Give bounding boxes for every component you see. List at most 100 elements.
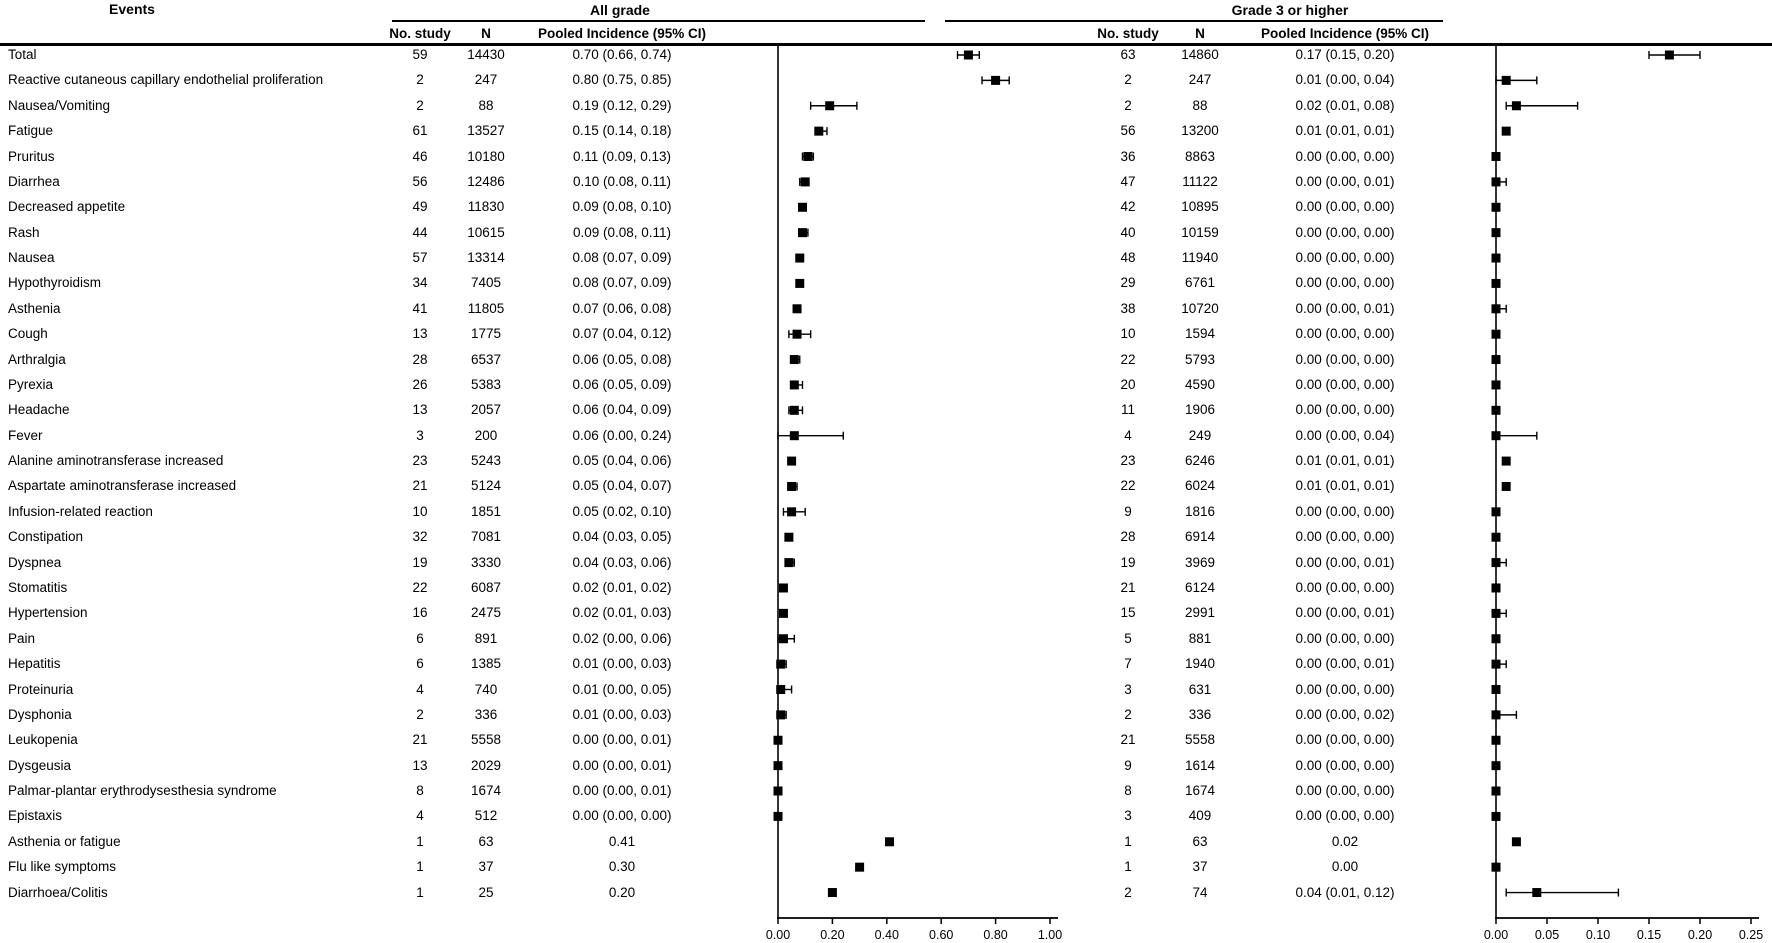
all-grade-n-cell: 5243 (470, 453, 502, 469)
all-grade-no-study-cell: 2 (416, 72, 424, 88)
event-name-cell: Diarrhoea/Colitis (8, 884, 108, 900)
events-column-header: Events (109, 1, 155, 17)
all-grade-no-study-cell: 13 (412, 402, 428, 418)
all-grade-no-study-cell: 32 (412, 529, 428, 545)
all-grade-no-study-cell: 56 (412, 173, 428, 189)
grade3-n-cell: 336 (1188, 706, 1212, 722)
all-grade-pooled-incidence-cell: 0.70 (0.66, 0.74) (572, 47, 672, 62)
all-grade-pooled-incidence-cell: 0.00 (0.00, 0.01) (572, 732, 672, 748)
table-row: Infusion-related reaction 10 1851 0.05 (0.0… (0, 503, 1772, 521)
forest-plot-all-grade-x-tick-label: 0.20 (820, 928, 844, 942)
table-row: Hypertension 16 2475 0.02 (0.01, 0.03) 15 299… (0, 604, 1772, 622)
grade3-n-cell: 13200 (1181, 123, 1219, 139)
all-grade-n-cell: 247 (474, 72, 498, 88)
forest-plot-grade3-point-marker (1491, 431, 1501, 441)
forest-plot-grade3-point-marker (1501, 481, 1511, 491)
grade3-underline (945, 20, 1443, 22)
forest-plot-grade3-point-marker (1491, 634, 1501, 644)
grade3-no-study-cell: 5 (1124, 630, 1132, 646)
table-row: Dyspnea 19 3330 0.04 (0.03, 0.06) 19 3969 0.00… (0, 554, 1772, 572)
all-grade-no-study-cell: 8 (416, 783, 424, 799)
grade3-n-cell: 63 (1192, 833, 1208, 849)
all-grade-n-cell: 1851 (470, 503, 502, 519)
table-row: Asthenia or fatigue 1 63 0.41 1 63 0.02 (0, 833, 1772, 851)
forest-plot-grade3-x-tick-label: 0.00 (1484, 928, 1508, 942)
all-grade-pooled-incidence-cell: 0.05 (0.02, 0.10) (572, 503, 672, 519)
all-grade-pooled-incidence-cell: 0.10 (0.08, 0.11) (572, 173, 672, 189)
forest-plot-all-grade-point-marker (825, 101, 835, 111)
all-grade-pooled-incidence-cell: 0.02 (0.01, 0.03) (572, 605, 672, 621)
forest-plot-grade3-point-marker (1491, 228, 1501, 238)
forest-plot-grade3-point-marker (1491, 507, 1501, 517)
table-row: Palmar-plantar erythrodysesthesia syndro… (0, 782, 1772, 800)
event-name-cell: Aspartate aminotransferase increased (8, 478, 237, 494)
grade3-no-study-cell: 38 (1120, 300, 1136, 316)
table-row: Proteinuria 4 740 0.01 (0.00, 0.05) 3 631 0.00… (0, 681, 1772, 699)
forest-plot-all-grade-point-marker (778, 583, 788, 593)
table-row: Diarrhea 56 12486 0.10 (0.08, 0.11) 47 11122 0… (0, 173, 1772, 191)
grade3-pooled-incidence-cell: 0.01 (0.01, 0.01) (1295, 123, 1395, 139)
all-grade-n-cell: 2029 (470, 757, 502, 773)
grade3-n-cell: 3969 (1184, 554, 1216, 570)
grade3-no-study-cell: 21 (1120, 579, 1136, 595)
grade3-no-study-cell: 1 (1124, 833, 1132, 849)
all-grade-no-study-cell: 1 (416, 859, 424, 875)
all-grade-pooled-incidence-cell: 0.08 (0.07, 0.09) (572, 275, 672, 291)
grade3-pooled-incidence-cell: 0.00 (0.00, 0.00) (1295, 326, 1395, 342)
grade3-n-cell: 6761 (1184, 275, 1216, 291)
forest-plot-all-grade-point-marker (773, 811, 783, 821)
header-rule (0, 43, 1772, 46)
grade3-pooled-incidence-cell: 0.00 (0.00, 0.00) (1295, 579, 1395, 595)
table-row: Asthenia 41 11805 0.07 (0.06, 0.08) 38 10720 0… (0, 300, 1772, 318)
grade3-pooled-incidence-cell: 0.00 (0.00, 0.00) (1295, 402, 1395, 418)
grade3-pooled-incidence-cell: 0.00 (0.00, 0.00) (1295, 630, 1395, 646)
grade3-n-cell: 11122 (1182, 173, 1218, 189)
grade3-n-cell: 14860 (1181, 47, 1219, 62)
all-grade-n-cell: 2057 (470, 402, 502, 418)
grade3-n-cell: 10895 (1181, 199, 1219, 215)
grade3-no-study-cell: 11 (1120, 402, 1135, 418)
all-grade-pooled-incidence-cell: 0.09 (0.08, 0.10) (572, 199, 672, 215)
all-grade-no-study-cell: 21 (412, 732, 428, 748)
all-grade-n-cell: 7405 (470, 275, 502, 291)
grade3-no-study-cell: 2 (1124, 706, 1132, 722)
all-grade-pooled-incidence-cell: 0.07 (0.04, 0.12) (572, 326, 672, 342)
event-name-cell: Hepatitis (8, 656, 61, 672)
all-grade-no-study-cell: 59 (412, 47, 428, 62)
grade3-pooled-incidence-cell: 0.00 (0.00, 0.00) (1295, 376, 1395, 392)
all-grade-n-cell: 13527 (467, 123, 505, 139)
forest-plot-all-grade-point-marker (773, 761, 783, 771)
forest-plot-all-grade-point-marker (795, 278, 805, 288)
all-grade-group-header: All grade (590, 2, 650, 18)
forest-plot-grade3-point-marker (1491, 786, 1501, 796)
grade3-pooled-incidence-cell: 0.02 (0.01, 0.08) (1295, 97, 1395, 113)
forest-plot-all-grade-point-marker (773, 735, 783, 745)
forest-plot-all-grade-point-marker (778, 608, 788, 618)
forest-plot-grade3-point-marker (1491, 685, 1501, 694)
all-grade-n-cell: 11830 (467, 199, 505, 215)
event-name-cell: Fatigue (8, 123, 54, 139)
event-name-cell: Stomatitis (8, 579, 68, 595)
table-row: Hypothyroidism 34 7405 0.08 (0.07, 0.09) 29 6… (0, 274, 1772, 292)
grade3-no-study-cell: 47 (1120, 173, 1136, 189)
all-grade-pooled-incidence-cell: 0.00 (0.00, 0.01) (572, 783, 672, 799)
grade3-n-cell: 409 (1188, 808, 1212, 824)
grade3-n-cell: 74 (1192, 884, 1208, 900)
all-grade-pooled-incidence-cell: 0.02 (0.01, 0.02) (572, 579, 672, 595)
grade3-pooled-incidence-cell: 0.17 (0.15, 0.20) (1295, 47, 1395, 62)
grade3-no-study-cell: 4 (1124, 427, 1132, 443)
all-grade-pooled-incidence-cell: 0.05 (0.04, 0.06) (572, 453, 672, 469)
grade3-n-cell: 10159 (1181, 224, 1219, 240)
forest-plot-grade3-point-marker (1491, 811, 1501, 821)
event-name-cell: Fever (8, 427, 43, 443)
grade3-pooled-incidence-cell: 0.00 (0.00, 0.04) (1295, 427, 1395, 443)
forest-plot-grade3-x-tick-label: 0.10 (1586, 928, 1610, 942)
all-grade-pooled-incidence-cell: 0.06 (0.00, 0.24) (572, 427, 672, 443)
grade3-pooled-incidence-cell: 0.04 (0.01, 0.12) (1295, 884, 1395, 900)
table-row: Stomatitis 22 6087 0.02 (0.01, 0.02) 21 6124 0… (0, 579, 1772, 597)
all-grade-n-cell: 7081 (470, 529, 502, 545)
grade3-no-study-cell: 10 (1120, 326, 1136, 342)
forest-plot-all-grade-point-marker (827, 888, 837, 898)
all-grade-pooled-incidence-cell: 0.80 (0.75, 0.85) (572, 72, 672, 88)
